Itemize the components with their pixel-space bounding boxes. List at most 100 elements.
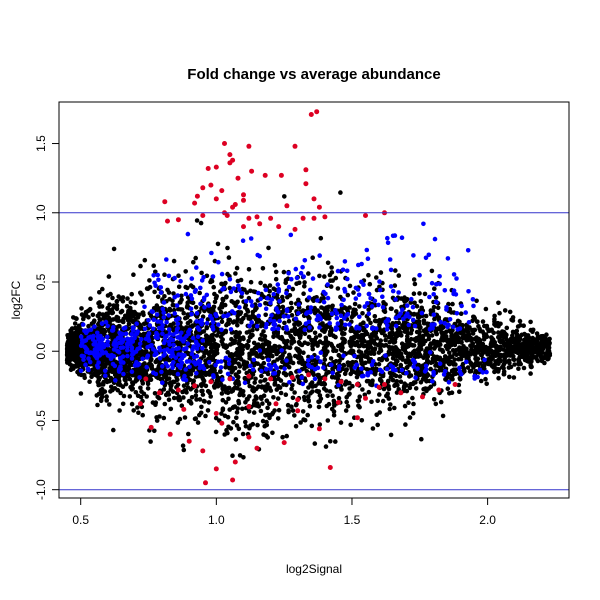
- black-point: [270, 430, 275, 436]
- black-point: [274, 351, 279, 357]
- blue-point: [415, 366, 420, 372]
- blue-point: [129, 345, 135, 351]
- blue-point: [159, 369, 164, 375]
- blue-point: [383, 353, 388, 358]
- black-point: [237, 355, 242, 361]
- blue-point: [248, 363, 253, 369]
- black-point: [374, 318, 379, 324]
- black-point: [145, 386, 151, 391]
- black-point: [495, 360, 500, 366]
- black-point: [238, 336, 244, 341]
- black-point: [152, 289, 157, 295]
- black-point: [128, 300, 134, 305]
- black-point: [416, 371, 422, 376]
- black-point: [153, 400, 159, 405]
- black-point: [214, 348, 219, 354]
- black-point: [369, 381, 375, 386]
- black-point: [190, 284, 196, 290]
- blue-point: [146, 331, 152, 336]
- black-point: [127, 394, 133, 399]
- black-point: [391, 340, 397, 345]
- black-point: [394, 309, 399, 314]
- black-point: [529, 364, 534, 370]
- black-point: [326, 401, 332, 407]
- black-point: [547, 340, 552, 346]
- blue-point: [321, 365, 326, 370]
- black-point: [496, 330, 501, 335]
- black-point: [149, 357, 154, 362]
- black-point: [328, 439, 333, 444]
- blue-point: [335, 321, 341, 326]
- black-point: [540, 340, 545, 346]
- black-point: [401, 297, 407, 303]
- black-point: [108, 291, 113, 297]
- blue-point: [421, 221, 426, 227]
- blue-point: [275, 282, 281, 287]
- blue-point: [147, 323, 153, 328]
- blue-point: [188, 306, 194, 312]
- black-point: [516, 366, 521, 372]
- black-point: [219, 391, 225, 396]
- black-point: [200, 371, 205, 376]
- black-point: [342, 382, 348, 387]
- black-point: [246, 267, 252, 272]
- black-point: [240, 431, 246, 437]
- blue-point: [240, 238, 246, 243]
- blue-point: [369, 304, 375, 309]
- black-point: [322, 357, 328, 363]
- chart-title: Fold change vs average abundance: [187, 66, 440, 83]
- black-point: [190, 300, 196, 306]
- black-point: [335, 286, 341, 291]
- blue-point: [201, 366, 207, 372]
- black-point: [140, 381, 146, 386]
- black-point: [119, 308, 125, 314]
- blue-point: [356, 262, 361, 268]
- blue-point: [447, 317, 453, 322]
- black-point: [406, 358, 412, 363]
- blue-point: [189, 276, 195, 281]
- black-point: [329, 270, 335, 275]
- black-point: [290, 383, 295, 388]
- black-point: [366, 389, 372, 395]
- blue-point: [376, 302, 381, 308]
- black-point: [167, 357, 172, 363]
- red-point: [213, 164, 219, 170]
- black-point: [525, 338, 530, 344]
- black-point: [177, 416, 183, 422]
- blue-point: [277, 299, 282, 304]
- blue-point: [171, 342, 176, 348]
- red-point: [230, 477, 236, 483]
- red-point: [219, 188, 225, 194]
- blue-point: [210, 320, 216, 325]
- black-point: [166, 370, 171, 376]
- blue-point: [410, 317, 416, 323]
- blue-point: [105, 353, 111, 358]
- black-point: [124, 315, 130, 321]
- black-point: [267, 415, 272, 421]
- black-point: [70, 352, 75, 358]
- black-point: [393, 382, 398, 387]
- blue-point: [288, 232, 294, 238]
- blue-point: [357, 314, 362, 320]
- black-point: [286, 318, 292, 324]
- blue-point: [330, 370, 336, 376]
- black-point: [251, 323, 256, 329]
- black-point: [74, 342, 79, 348]
- black-point: [511, 375, 517, 380]
- black-point: [453, 362, 458, 367]
- black-point: [510, 318, 516, 323]
- red-point: [268, 376, 274, 382]
- black-point: [360, 311, 365, 316]
- black-point: [197, 397, 203, 402]
- black-point: [324, 324, 330, 330]
- black-point: [474, 298, 479, 304]
- black-point: [116, 318, 121, 324]
- red-point: [278, 172, 284, 178]
- black-point: [283, 372, 289, 378]
- black-point: [69, 330, 75, 335]
- black-point: [357, 394, 363, 400]
- black-point: [338, 190, 343, 195]
- black-point: [339, 321, 345, 327]
- black-point: [246, 338, 251, 344]
- black-point: [507, 344, 513, 350]
